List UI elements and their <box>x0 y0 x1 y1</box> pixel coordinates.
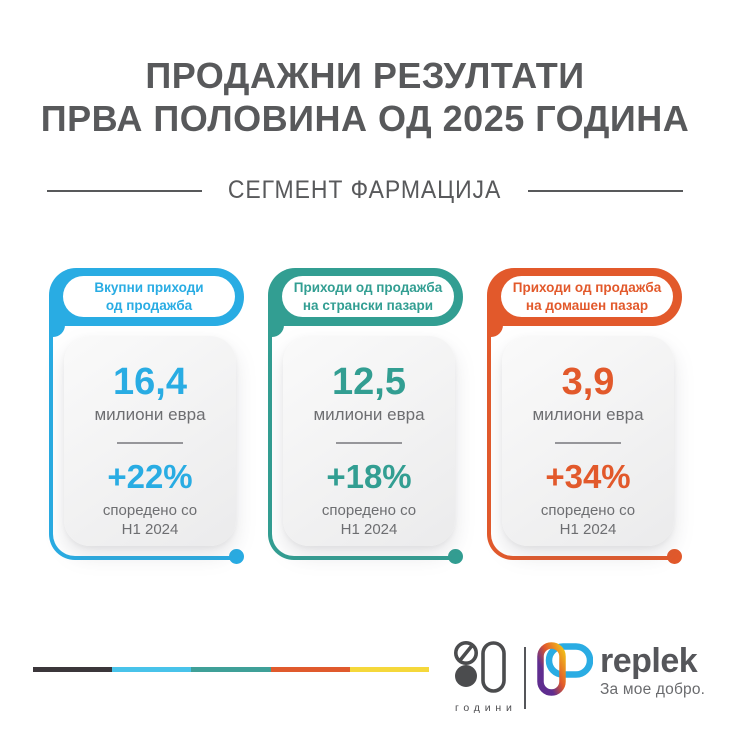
card-header-pill-inner: Приходи од продажба на домашен пазар <box>501 276 673 317</box>
card-header-pill-inner: Приходи од продажба на странски пазари <box>282 276 454 317</box>
anniversary-80-icon <box>454 641 506 693</box>
stripe-segment-cyan <box>112 667 192 672</box>
page-title-line2: ПРВА ПОЛОВИНА ОД 2025 ГОДИНА <box>40 98 690 139</box>
page-title-line1: ПРОДАЖНИ РЕЗУЛТАТИ <box>145 55 585 96</box>
metric-unit: милиони евра <box>532 405 644 424</box>
metric-note: споредено со H1 2024 <box>283 501 455 539</box>
metric-cards-row: Вкупни приходи од продажба 16,4 милиони … <box>49 268 682 564</box>
segment-subtitle-row: СЕГМЕНТ ФАРМАЦИЈА <box>47 176 684 205</box>
metric-note-line1: споредено со <box>102 501 198 519</box>
card-endpoint-dot <box>667 549 682 564</box>
card-outline <box>487 298 673 560</box>
metric-divider <box>336 442 402 444</box>
brand-logo: replek За мое добро. <box>537 642 705 699</box>
card-body: 12,5 милиони евра +18% споредено со H1 2… <box>283 336 455 546</box>
metric-note-line2: H1 2024 <box>121 520 179 538</box>
card-title-line1: Вкупни приходи <box>94 280 204 295</box>
card-endpoint-dot <box>229 549 244 564</box>
card-title-line2: од продажба <box>105 297 193 313</box>
metric-note-line1: споредено со <box>540 501 636 519</box>
metric-note: споредено со H1 2024 <box>64 501 236 539</box>
metric-delta: +18% <box>326 457 412 495</box>
brand-tagline: За мое добро. <box>600 681 706 698</box>
anniversary-label: години <box>455 702 517 714</box>
metric-card-total-revenue: Вкупни приходи од продажба 16,4 милиони … <box>49 268 244 564</box>
metric-note: споредено со H1 2024 <box>502 501 674 539</box>
card-title-line2: на домашен пазар <box>525 297 649 313</box>
metric-card-foreign-markets: Приходи од продажба на странски пазари 1… <box>268 268 463 564</box>
stripe-segment-teal <box>191 667 271 672</box>
card-body: 16,4 милиони евра +22% споредено со H1 2… <box>64 336 236 546</box>
card-header-pill: Вкупни приходи од продажба <box>49 268 244 326</box>
card-endpoint-dot <box>448 549 463 564</box>
stripe-segment-orange <box>270 667 350 672</box>
subtitle-rule-left <box>47 189 203 192</box>
metric-delta: +22% <box>107 457 193 495</box>
card-body: 3,9 милиони евра +34% споредено со H1 20… <box>502 336 674 546</box>
logo-divider <box>524 647 526 709</box>
stripe-segment-dark <box>33 667 113 672</box>
card-title-line2: на странски пазари <box>302 297 434 313</box>
card-outline <box>49 298 235 560</box>
stripe-segment-yellow <box>349 667 430 672</box>
card-header-pill: Приходи од продажба на странски пазари <box>268 268 463 326</box>
card-header-pill: Приходи од продажба на домашен пазар <box>487 268 682 326</box>
anniversary-logo: години <box>452 640 516 714</box>
footer-color-stripe <box>33 667 430 672</box>
brand-text: replek За мое добро. <box>600 642 705 699</box>
card-header-pill-inner: Вкупни приходи од продажба <box>63 276 235 317</box>
metric-value: 3,9 <box>561 361 615 403</box>
metric-unit: милиони евра <box>313 405 425 424</box>
metric-card-domestic-market: Приходи од продажба на домашен пазар 3,9… <box>487 268 682 564</box>
metric-delta: +34% <box>545 457 631 495</box>
card-title-line1: Приходи од продажба <box>293 280 443 295</box>
metric-unit: милиони евра <box>94 405 206 424</box>
page-title: ПРОДАЖНИ РЕЗУЛТАТИ ПРВА ПОЛОВИНА ОД 2025… <box>0 54 730 140</box>
card-title-line1: Приходи од продажба <box>512 280 662 295</box>
metric-divider <box>117 442 183 444</box>
replek-capsules-icon <box>537 642 593 696</box>
metric-value: 12,5 <box>332 361 406 403</box>
subtitle-rule-right <box>527 189 684 192</box>
card-outline <box>268 298 454 560</box>
metric-value: 16,4 <box>113 361 187 403</box>
metric-note-line1: споредено со <box>321 501 417 519</box>
metric-note-line2: H1 2024 <box>559 520 617 538</box>
segment-subtitle: СЕГМЕНТ ФАРМАЦИЈА <box>228 176 502 204</box>
metric-divider <box>555 442 621 444</box>
metric-note-line2: H1 2024 <box>340 520 398 538</box>
brand-name: replek <box>600 642 698 680</box>
